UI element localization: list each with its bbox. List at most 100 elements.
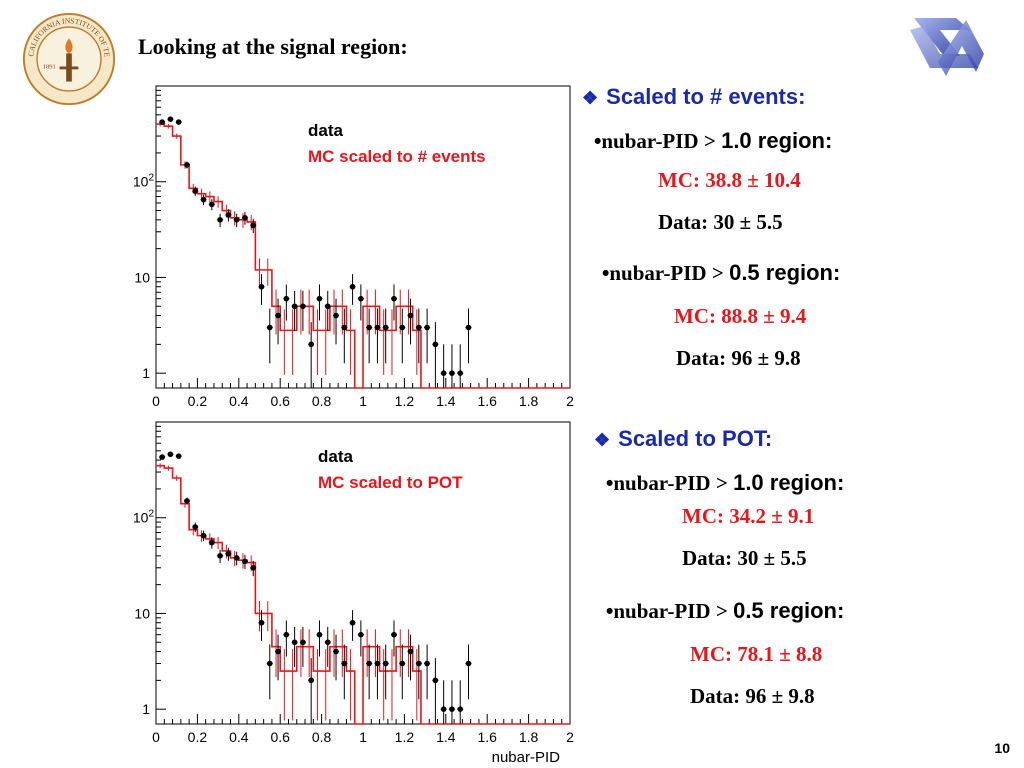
- data-point: [333, 312, 339, 319]
- data-point: [374, 660, 381, 667]
- x-tick-label: 1.2: [395, 729, 415, 745]
- data-point: [242, 214, 248, 221]
- bullet-cut: 1.0 region:: [721, 128, 833, 153]
- data-point: [200, 196, 207, 203]
- data-point: [250, 222, 257, 229]
- data-point: [341, 660, 348, 667]
- histogram-events-svg: 0 0.2 0.4 0.6 0.8 1 1.2 1.4 1.6 1.8 2 1 10 102 data MC …: [133, 85, 574, 409]
- legend-data-label: data: [318, 447, 354, 466]
- bullet-label: nubar-PID >: [601, 129, 722, 153]
- data-point: [184, 498, 190, 504]
- data-point: [159, 454, 165, 460]
- mc-histogram-line: [156, 464, 570, 725]
- section-heading-pot: ❖ Scaled to POT:: [594, 426, 772, 452]
- data-point: [349, 619, 356, 626]
- bullet-dot: •: [606, 600, 614, 623]
- mc-pot-cut05: MC: 78.1 ± 8.8: [690, 642, 823, 666]
- data-point: [316, 631, 323, 638]
- data-point: [449, 706, 455, 712]
- data-point: [225, 550, 232, 557]
- data-point: [457, 706, 464, 712]
- data-point: [416, 660, 422, 667]
- x-tick-label: 1.6: [477, 729, 497, 745]
- y-tick-label: 1: [142, 701, 150, 717]
- data-point: [167, 451, 174, 458]
- ztorus-logo: [910, 18, 984, 76]
- data-point: [341, 324, 348, 331]
- data-point: [391, 295, 397, 302]
- data-point: [258, 619, 265, 626]
- x-tick-label: 1.6: [477, 393, 497, 409]
- svg-text:1891: 1891: [43, 63, 56, 70]
- x-tick-label: 0.6: [270, 393, 290, 409]
- data-point: [324, 303, 331, 310]
- bullet-events-cut10: •nubar-PID > 1.0 region:: [594, 128, 832, 154]
- data-point: [449, 370, 455, 376]
- mc-events-cut05: MC: 88.8 ± 9.4: [674, 304, 807, 328]
- data-point: [184, 162, 190, 168]
- mc-histogram-line: [156, 123, 570, 389]
- data-point: [167, 116, 174, 122]
- x-tick-label: 1.4: [436, 393, 456, 409]
- data-point: [250, 564, 257, 571]
- data-point: [333, 648, 339, 655]
- data-point: [266, 660, 273, 667]
- x-tick-label: 1.8: [519, 729, 539, 745]
- data-point: [217, 553, 223, 559]
- bullet-cut: 0.5 region:: [729, 260, 841, 285]
- x-axis-title: nubar-PID: [492, 749, 561, 766]
- data-point: [300, 303, 306, 310]
- section-heading-events: ❖ Scaled to # events:: [582, 84, 805, 110]
- data-point: [432, 341, 439, 348]
- y-tick-label: 1: [142, 365, 150, 381]
- x-tick-label: 0: [152, 393, 160, 409]
- data-point: [217, 217, 223, 223]
- bullet-dot: •: [602, 262, 610, 285]
- data-point: [308, 677, 314, 684]
- data-point: [291, 303, 298, 310]
- legend-mc-label: MC scaled to POT: [318, 473, 463, 492]
- data-point: [399, 324, 406, 331]
- y-tick-label: 10: [134, 605, 150, 621]
- x-tick-label: 1.2: [395, 393, 415, 409]
- data-point: [432, 677, 439, 684]
- data-point: [275, 648, 281, 655]
- data-point: [192, 188, 199, 194]
- data-point: [374, 324, 381, 331]
- data-point: [399, 660, 406, 667]
- data-point: [465, 660, 472, 667]
- data-point: [457, 370, 464, 376]
- section-heading-pot-text: Scaled to POT:: [618, 426, 773, 451]
- data-point: [242, 558, 248, 565]
- x-tick-label: 0: [152, 729, 160, 745]
- bullet-label: nubar-PID >: [613, 599, 734, 623]
- page-number: 10: [994, 740, 1010, 756]
- data-point: [283, 631, 290, 638]
- x-tick-label: 2: [566, 729, 574, 745]
- data-events-cut05: Data: 96 ± 9.8: [676, 346, 801, 370]
- data-point: [233, 555, 240, 561]
- data-pot-cut05: Data: 96 ± 9.8: [690, 684, 815, 708]
- x-tick-label: 0.8: [312, 393, 332, 409]
- data-point: [407, 312, 414, 319]
- bullet-dot: •: [594, 130, 602, 153]
- bullet-events-cut05: •nubar-PID > 0.5 region:: [602, 260, 840, 286]
- bullet-dot: •: [606, 472, 614, 495]
- data-point: [407, 648, 414, 655]
- data-point: [225, 212, 232, 218]
- data-point: [300, 639, 306, 646]
- data-events-cut10: Data: 30 ± 5.5: [658, 210, 783, 234]
- histogram-plot-pot: 0 0.2 0.4 0.6 0.8 1 1.2 1.4 1.6 1.8 2 1 10 102 data MC …: [118, 416, 588, 768]
- x-tick-label: 1.8: [519, 393, 539, 409]
- data-point: [258, 283, 265, 290]
- legend-mc-label: MC scaled to # events: [308, 147, 486, 166]
- x-tick-label: 1: [359, 729, 367, 745]
- data-point: [440, 370, 447, 376]
- mc-events-cut10: MC: 38.8 ± 10.4: [658, 168, 801, 192]
- slide-title: Looking at the signal region:: [138, 34, 408, 59]
- data-point: [391, 631, 397, 638]
- data-point: [275, 312, 281, 319]
- data-point: [358, 631, 364, 638]
- x-tick-label: 0.8: [312, 729, 332, 745]
- data-point: [209, 201, 215, 208]
